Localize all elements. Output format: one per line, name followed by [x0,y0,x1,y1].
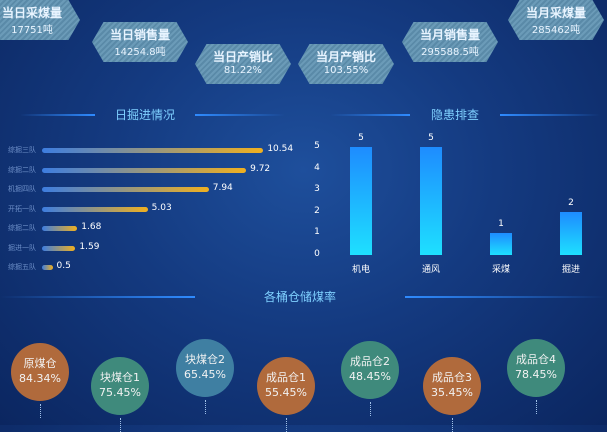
connector [452,418,453,432]
bar-category-label: 综掘二队 [8,165,36,174]
bar-category-label: 通风 [421,265,440,275]
bin-rate: 65.45% [184,368,226,381]
divider [20,114,95,116]
bar-value-label: 1.68 [81,222,102,232]
kpi-value: 103.55% [323,65,369,76]
bar [42,206,148,212]
bar-value-label: 5.03 [151,202,172,213]
bar-category-label: 机电 [351,265,370,275]
kpi-value: 14254.8吨 [114,47,166,58]
kpi-value: 295588.5吨 [421,47,479,58]
y-tick-label: 0 [314,249,320,259]
y-tick-label: 1 [314,227,320,238]
divider [405,296,605,298]
connector [205,400,206,414]
bar [420,147,442,255]
bar-category-label: 综掘二队 [8,224,36,232]
bar [42,265,53,270]
bar-value-label: 5 [428,133,434,143]
kpi-card: 当月采煤量 285462吨 [508,0,604,40]
bin-name: 成品仓1 [266,371,306,384]
bar-value-label: 1 [498,219,504,230]
kpi-card: 当日采煤量 17751吨 [0,0,80,40]
kpi-value: 17751吨 [11,25,53,36]
bar [42,226,78,231]
bar-category-label: 开拓一队 [8,204,36,213]
bin-rate: 48.45% [349,370,391,383]
section-title-bin-storage: 各桶仓储煤率 [263,290,336,304]
kpi-value: 285462吨 [531,25,581,36]
bar [42,187,209,192]
bar-value-label: 1.59 [79,241,100,252]
bar [350,147,372,255]
connector [536,400,537,414]
bin-name: 原煤仓 [23,357,57,370]
bin-rate: 55.45% [265,386,307,399]
y-tick-label: 4 [314,162,320,173]
y-tick-label: 2 [314,205,320,216]
bar-value-label: 10.54 [267,144,294,154]
bar [42,148,264,153]
bin-name: 块煤仓2 [185,353,225,366]
section-title-daily-tunneling: 日掘进情况 [114,108,175,122]
kpi-label: 当日采煤量 [1,6,62,20]
divider [330,114,410,116]
bar [42,167,247,173]
bin-gauge: 块煤仓2 65.45% [176,339,234,397]
kpi-label: 当日销售量 [109,28,170,42]
bin-rate: 75.45% [99,386,141,399]
kpi-card: 当月销售量 295588.5吨 [402,22,498,62]
bin-name: 成品仓4 [516,353,556,366]
bin-gauge: 块煤仓1 75.45% [91,357,149,415]
bar-category-label: 综掘三队 [8,146,36,154]
y-tick-label: 3 [314,184,320,195]
bar-category-label: 综掘五队 [8,263,36,271]
bin-name: 成品仓3 [432,371,472,384]
bin-rate: 78.45% [515,368,557,381]
bin-gauge: 原煤仓 84.34% [11,343,69,401]
divider [0,296,195,298]
kpi-card: 当月产销比 103.55% [298,44,394,84]
y-tick-label: 5 [314,141,320,151]
kpi-value: 81.22% [223,65,263,76]
kpi-label: 当月采煤量 [525,6,586,20]
bar-value-label: 9.72 [250,163,271,174]
bar-category-label: 采煤 [491,265,510,275]
bin-gauge: 成品仓4 78.45% [507,339,565,397]
connector [286,418,287,432]
bar [490,233,512,255]
bar [42,245,76,251]
connector [40,404,41,418]
bin-gauge: 成品仓1 55.45% [257,357,315,415]
bar-value-label: 2 [568,197,574,208]
bin-name: 成品仓2 [350,355,390,368]
bar-category-label: 机掘四队 [8,185,36,193]
kpi-label: 当月产销比 [315,50,376,64]
bin-rate: 35.45% [431,386,473,399]
bar-value-label: 0.5 [56,261,71,271]
bar-category-label: 掘进 [561,265,580,275]
bin-name: 块煤仓1 [100,371,140,384]
connector [120,418,121,432]
bin-gauge: 成品仓2 48.45% [341,341,399,399]
bar-category-label: 掘进一队 [8,243,36,252]
kpi-card: 当日销售量 14254.8吨 [92,22,188,62]
section-title-hazard-check: 隐患排查 [430,108,479,122]
kpi-label: 当日产销比 [212,50,273,64]
bar [560,211,582,255]
bar-value-label: 5 [358,133,364,143]
divider [500,114,600,116]
bin-rate: 84.34% [19,372,61,385]
kpi-card: 当日产销比 81.22% [195,44,291,84]
connector [370,402,371,416]
kpi-label: 当月销售量 [419,28,480,42]
bin-gauge: 成品仓3 35.45% [423,357,481,415]
divider [195,114,285,116]
bar-value-label: 7.94 [212,183,233,193]
